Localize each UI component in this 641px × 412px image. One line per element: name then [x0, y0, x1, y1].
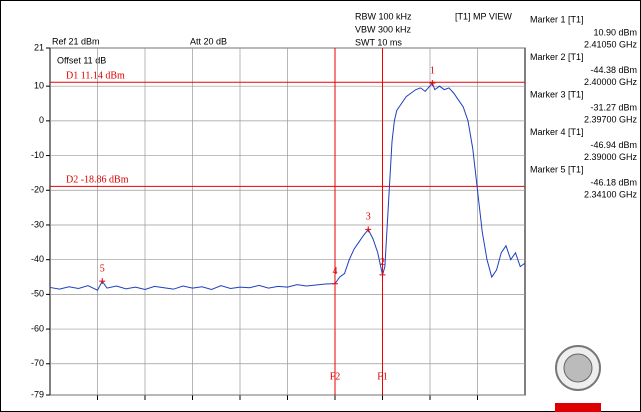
marker-level: 10.90 dBm: [593, 27, 637, 37]
marker-symbol: [379, 271, 386, 278]
marker-name: Marker 1 [T1]: [530, 14, 584, 24]
marker-number: 2: [380, 257, 385, 268]
marker-level: -46.18 dBm: [590, 177, 637, 187]
marker-level: -44.38 dBm: [590, 65, 637, 75]
y-tick-label: -70: [31, 358, 44, 368]
y-tick-label: -60: [31, 323, 44, 333]
marker-name: Marker 5 [T1]: [530, 164, 584, 174]
vbw: VBW 300 kHz: [355, 24, 412, 34]
logo-core: [563, 353, 593, 383]
marker-symbol: [365, 226, 372, 233]
marker-frequency: 2.41050 GHz: [584, 39, 638, 49]
marker-frequency: 2.39000 GHz: [584, 152, 638, 162]
offset: Offset 11 dB: [57, 55, 106, 65]
marker-number: 4: [333, 266, 338, 277]
swt: SWT 10 ms: [355, 37, 402, 47]
y-tick-label: 21: [34, 42, 44, 52]
y-tick-label: -10: [31, 150, 44, 160]
logo-band: [555, 403, 601, 412]
attenuation: Att 20 dB: [190, 36, 227, 46]
y-tick-label: -40: [31, 254, 44, 264]
frequency-line-label: F1: [377, 371, 388, 382]
marker-level: -46.94 dBm: [590, 140, 637, 150]
marker-symbol: [332, 280, 338, 287]
marker-symbol: [429, 80, 436, 87]
frequency-line-label: F2: [330, 371, 341, 382]
view-mode: [T1] MP VIEW: [455, 11, 512, 21]
logo: [555, 345, 601, 412]
marker-name: Marker 4 [T1]: [530, 127, 584, 137]
rbw: RBW 100 kHz: [355, 11, 412, 21]
marker-level: -31.27 dBm: [590, 102, 637, 112]
display-line-label: D2 -18.86 dBm: [66, 175, 129, 186]
marker-frequency: 2.40000 GHz: [584, 77, 638, 87]
marker-frequency: 2.34100 GHz: [584, 189, 638, 199]
y-tick-label: 0: [39, 115, 44, 125]
marker-number: 3: [366, 212, 371, 223]
marker-number: 1: [430, 65, 435, 76]
trace: [49, 82, 526, 291]
marker-frequency: 2.39700 GHz: [584, 114, 638, 124]
y-tick-label: -30: [31, 219, 44, 229]
y-tick-label: -20: [31, 185, 44, 195]
display-line-label: D1 11.14 dBm: [66, 71, 125, 82]
marker-number: 5: [100, 263, 105, 274]
ref-level: Ref 21 dBm: [52, 36, 100, 46]
y-tick-label: 10: [34, 81, 44, 91]
marker-name: Marker 3 [T1]: [530, 89, 584, 99]
marker-symbol: [99, 278, 106, 285]
y-tick-label: -50: [31, 289, 44, 299]
marker-name: Marker 2 [T1]: [530, 52, 584, 62]
y-tick-label: -79: [31, 389, 44, 399]
